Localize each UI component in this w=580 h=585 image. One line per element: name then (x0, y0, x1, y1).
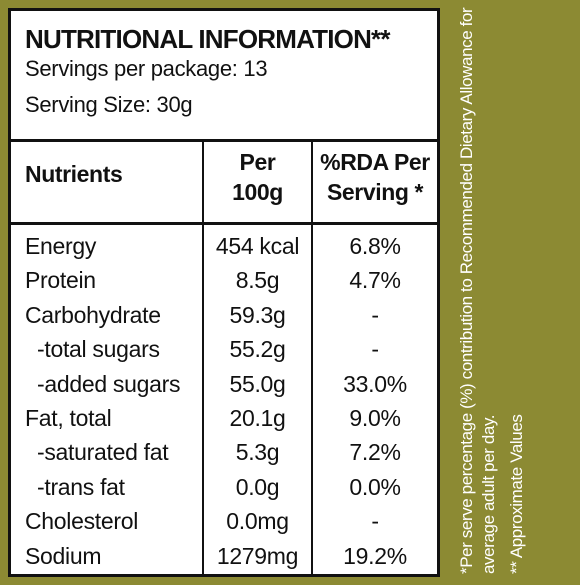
table-row: -trans fat 0.0g 0.0% (11, 470, 437, 504)
nutrient-name: -total sugars (37, 336, 160, 363)
header-per-100g-line2: 100g (232, 179, 283, 205)
header-rda-line2: Serving * (326, 179, 424, 205)
per-100g-value: 20.1g (229, 404, 286, 431)
table-row: Cholesterol 0.0mg - (11, 504, 437, 538)
table-row: -added sugars 55.0g 33.0% (11, 367, 437, 401)
table-row: -saturated fat 5.3g 7.2% (11, 435, 437, 469)
rda-value: 6.8% (349, 233, 401, 259)
nutrient-name: Energy (25, 233, 97, 259)
table-row: -total sugars 55.2g - (11, 332, 437, 366)
nutrient-name: Cholesterol (25, 508, 139, 535)
header-nutrients: Nutrients (25, 161, 123, 187)
column-divider (311, 139, 313, 574)
per-100g-value: 0.0g (235, 473, 280, 500)
nutrient-name: -added sugars (37, 370, 181, 397)
rda-value: 9.0% (349, 404, 401, 431)
rda-footnote-line2: average adult per day. (479, 414, 498, 574)
panel-title: NUTRITIONAL INFORMATION** (25, 24, 390, 54)
per-100g-value: 55.0g (229, 370, 286, 397)
serving-size: Serving Size: 30g (25, 92, 193, 117)
nutrient-rows: Energy 454 kcal 6.8% Protein 8.5g 4.7% C… (11, 229, 437, 573)
table-row: Energy 454 kcal 6.8% (11, 229, 437, 263)
nutrient-name: Sodium (25, 542, 102, 569)
nutrition-panel: NUTRITIONAL INFORMATION** Servings per p… (8, 8, 440, 577)
rda-value: 0.0% (349, 473, 401, 500)
panel-header: NUTRITIONAL INFORMATION** Servings per p… (11, 11, 437, 142)
servings-per-package: Servings per package: 13 (25, 56, 268, 81)
rda-footnote-line1: *Per serve percentage (%) contribution t… (457, 7, 476, 574)
per-100g-value: 5.3g (235, 439, 280, 466)
rda-value: 19.2% (343, 542, 407, 569)
nutrient-name: Fat, total (25, 404, 112, 431)
per-100g-value: 8.5g (235, 267, 280, 294)
rda-value: 4.7% (349, 267, 401, 294)
nutrient-name: -saturated fat (37, 439, 169, 466)
per-100g-value: 454 kcal (215, 233, 300, 259)
nutrient-name: -trans fat (37, 473, 125, 500)
table-row: Sodium 1279mg 19.2% (11, 539, 437, 573)
table-row: Protein 8.5g 4.7% (11, 263, 437, 297)
header-per-100g: Per 100g (204, 147, 311, 207)
nutrient-name: Carbohydrate (25, 301, 161, 328)
per-100g-value: 59.3g (229, 301, 286, 328)
rda-value: - (371, 336, 379, 363)
nutrient-name: Protein (25, 267, 96, 294)
header-rda: %RDA Per Serving * (313, 147, 437, 207)
rda-value: 7.2% (349, 439, 401, 466)
rda-value: - (371, 508, 379, 535)
table-row: Carbohydrate 59.3g - (11, 298, 437, 332)
side-footnotes: *Per serve percentage (%) contribution t… (456, 6, 528, 574)
header-per-100g-line1: Per (239, 149, 276, 175)
approx-footnote: ** Approximate Values (507, 414, 526, 575)
per-100g-value: 55.2g (229, 336, 286, 363)
header-rda-line1: %RDA Per (320, 149, 430, 175)
table-header: Nutrients Per 100g %RDA Per Serving * (11, 139, 437, 225)
table-row: Fat, total 20.1g 9.0% (11, 401, 437, 435)
column-divider (202, 139, 204, 574)
rda-value: 33.0% (343, 370, 407, 397)
per-100g-value: 1279mg (216, 542, 299, 569)
rda-value: - (371, 301, 379, 328)
per-100g-value: 0.0mg (226, 508, 289, 535)
